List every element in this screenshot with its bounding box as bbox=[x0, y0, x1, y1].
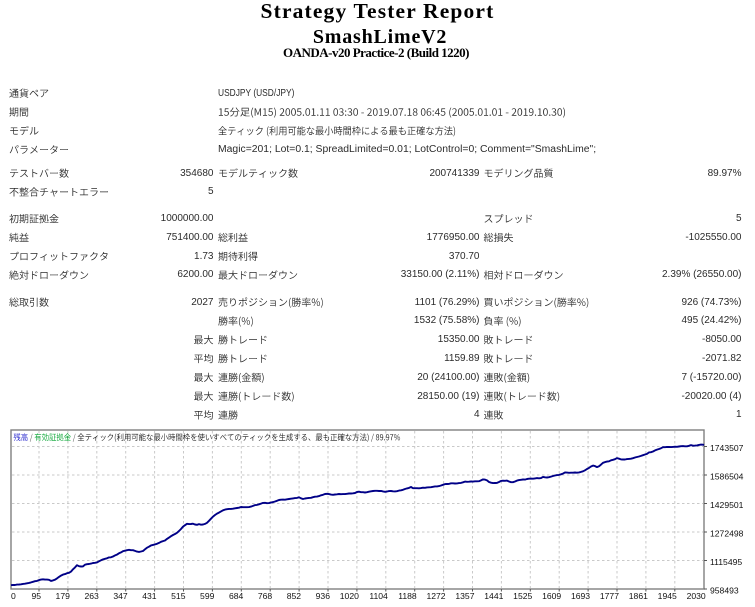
svg-text:852: 852 bbox=[287, 591, 302, 601]
svg-text:179: 179 bbox=[56, 591, 71, 601]
svg-text:936: 936 bbox=[316, 591, 331, 601]
svg-text:1586504: 1586504 bbox=[710, 471, 744, 481]
svg-text:1861: 1861 bbox=[629, 591, 648, 601]
svg-text:1693: 1693 bbox=[571, 591, 590, 601]
svg-text:768: 768 bbox=[258, 591, 273, 601]
svg-text:1188: 1188 bbox=[398, 591, 417, 601]
svg-text:1525: 1525 bbox=[513, 591, 532, 601]
svg-text:684: 684 bbox=[229, 591, 244, 601]
svg-text:95: 95 bbox=[31, 591, 41, 601]
svg-text:599: 599 bbox=[200, 591, 215, 601]
svg-text:1777: 1777 bbox=[600, 591, 619, 601]
svg-text:1272: 1272 bbox=[426, 591, 445, 601]
svg-text:1104: 1104 bbox=[369, 591, 388, 601]
svg-text:1441: 1441 bbox=[484, 591, 503, 601]
svg-text:1945: 1945 bbox=[658, 591, 677, 601]
svg-text:0: 0 bbox=[11, 591, 16, 601]
svg-text:515: 515 bbox=[171, 591, 186, 601]
svg-text:1429501: 1429501 bbox=[710, 500, 744, 510]
svg-text:431: 431 bbox=[142, 591, 157, 601]
svg-text:2030: 2030 bbox=[687, 591, 706, 601]
svg-text:1272498: 1272498 bbox=[710, 528, 744, 538]
svg-text:1115495: 1115495 bbox=[710, 557, 742, 567]
svg-text:347: 347 bbox=[113, 591, 128, 601]
svg-text:1357: 1357 bbox=[455, 591, 474, 601]
svg-text:263: 263 bbox=[84, 591, 99, 601]
svg-text:1743507: 1743507 bbox=[710, 443, 744, 453]
svg-text:1609: 1609 bbox=[542, 591, 561, 601]
svg-text:1020: 1020 bbox=[340, 591, 359, 601]
svg-text:958493: 958493 bbox=[710, 585, 739, 595]
